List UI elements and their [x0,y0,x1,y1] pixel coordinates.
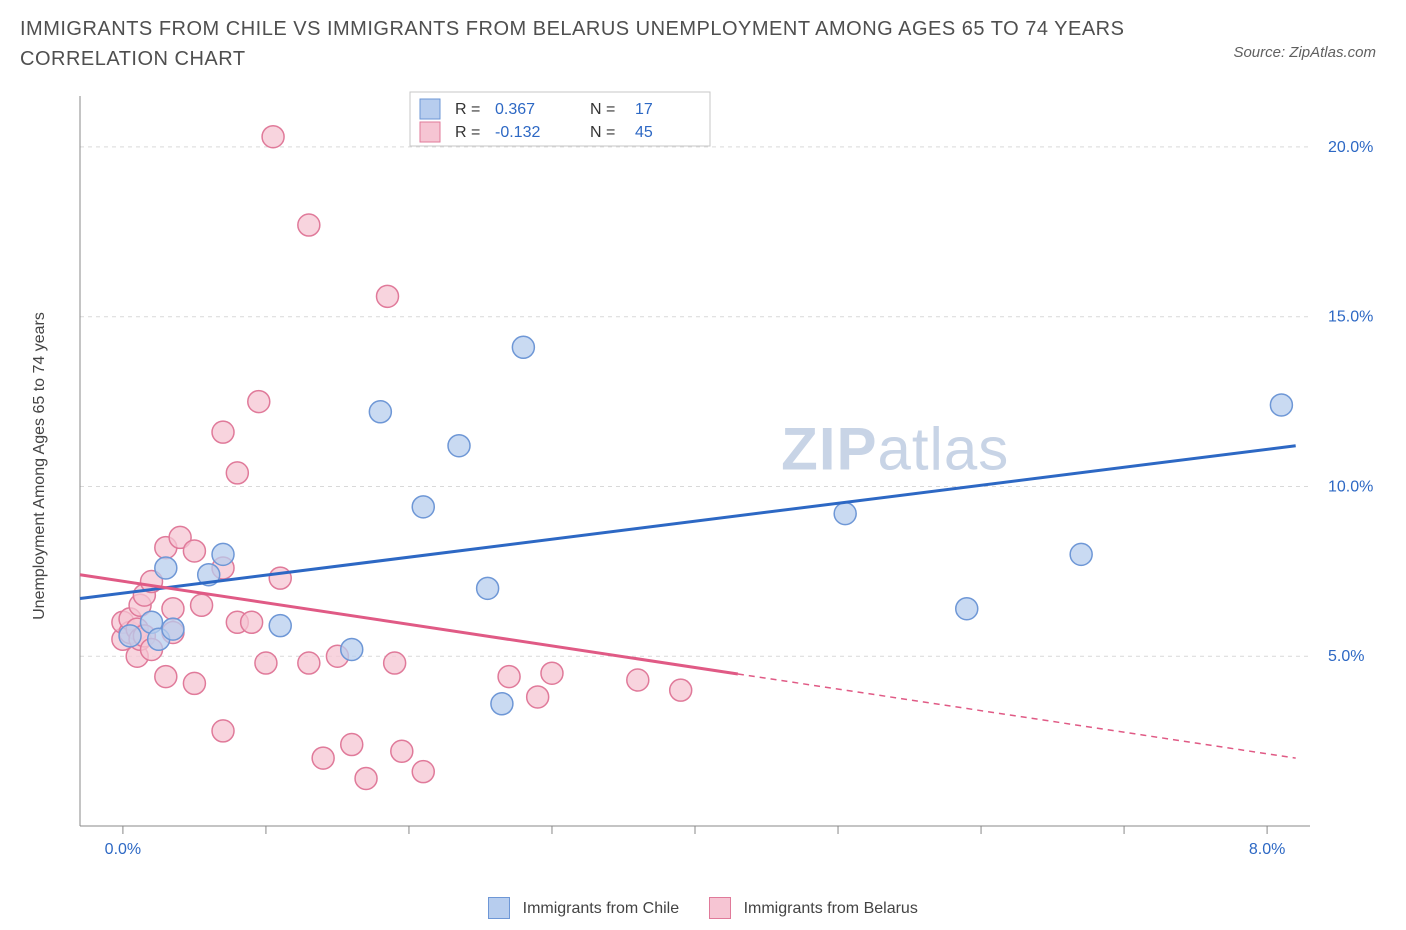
stats-n-label: N = [590,124,615,141]
stats-r-label: R = [455,124,480,141]
scatter-plot: 5.0% 10.0% 15.0% 20.0% ZIPatlas 0.0% 8.0% R = 0.… [60,86,1386,876]
stats-r-chile: 0.367 [495,101,535,118]
data-point [255,652,277,674]
chart-title: IMMIGRANTS FROM CHILE VS IMMIGRANTS FROM… [20,14,1140,74]
data-point [412,496,434,518]
data-point [262,126,284,148]
swatch-chile [488,897,510,919]
data-point [155,557,177,579]
data-point [212,421,234,443]
data-point [248,391,270,413]
data-point [155,666,177,688]
data-point [241,611,263,633]
data-point [341,734,363,756]
data-point [212,720,234,742]
trend-line [80,446,1296,599]
x-tick-label: 8.0% [1249,841,1285,858]
data-point [298,652,320,674]
data-point [384,652,406,674]
data-point [212,543,234,565]
data-point [341,638,363,660]
data-point [226,462,248,484]
stats-n-belarus: 45 [635,124,653,141]
data-point [377,285,399,307]
data-point [541,662,563,684]
stats-swatch-chile [420,99,440,119]
data-point [834,503,856,525]
stats-r-label: R = [455,101,480,118]
data-point [191,594,213,616]
data-point [369,401,391,423]
data-point [391,740,413,762]
y-tick-label: 5.0% [1328,648,1364,665]
data-point [162,598,184,620]
y-tick-label: 20.0% [1328,139,1373,156]
data-point [298,214,320,236]
data-point [670,679,692,701]
stats-r-belarus: -0.132 [495,124,540,141]
legend-item-chile: Immigrants from Chile [488,898,679,920]
data-point [269,615,291,637]
trend-line-dash [738,674,1296,758]
source-attribution: Source: ZipAtlas.com [1233,44,1376,61]
legend-item-belarus: Immigrants from Belarus [709,898,918,920]
data-point [312,747,334,769]
bottom-legend: Immigrants from Chile Immigrants from Be… [0,898,1406,920]
stats-swatch-belarus [420,122,440,142]
data-point [498,666,520,688]
data-point [512,336,534,358]
y-tick-label: 10.0% [1328,478,1373,495]
chart-area: Unemployment Among Ages 65 to 74 years 5… [20,86,1386,876]
data-point [269,567,291,589]
data-point [527,686,549,708]
data-point [412,761,434,783]
data-point [627,669,649,691]
data-point [119,625,141,647]
stats-n-chile: 17 [635,101,653,118]
stats-n-label: N = [590,101,615,118]
data-point [491,693,513,715]
watermark: ZIPatlas [781,415,1009,482]
y-tick-label: 15.0% [1328,309,1373,326]
data-point [162,618,184,640]
data-point [1070,543,1092,565]
data-point [448,435,470,457]
swatch-belarus [709,897,731,919]
data-point [183,672,205,694]
legend-label-belarus: Immigrants from Belarus [744,900,918,917]
data-point [183,540,205,562]
legend-label-chile: Immigrants from Chile [523,900,679,917]
y-axis-label: Unemployment Among Ages 65 to 74 years [20,86,60,846]
data-point [355,767,377,789]
data-point [1270,394,1292,416]
data-point [477,577,499,599]
x-tick-label: 0.0% [105,841,141,858]
data-point [956,598,978,620]
